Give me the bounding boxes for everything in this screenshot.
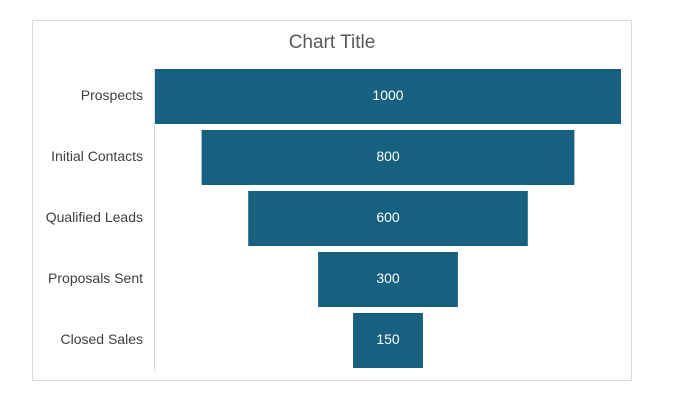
data-label-initial-contacts: 800 (376, 148, 400, 164)
funnel-bar-qualified-leads (248, 191, 528, 246)
funnel-bars (155, 69, 621, 368)
funnel-bar-prospects (155, 69, 621, 124)
data-label-prospects: 1000 (372, 87, 403, 103)
category-label-closed-sales: Closed Sales (61, 331, 144, 347)
data-label-qualified-leads: 600 (376, 209, 400, 225)
funnel-bar-closed-sales (353, 313, 423, 368)
data-labels: 1000 800 600 300 150 (372, 87, 403, 347)
category-label-qualified-leads: Qualified Leads (46, 209, 143, 225)
data-label-closed-sales: 150 (376, 331, 400, 347)
category-label-initial-contacts: Initial Contacts (51, 148, 143, 164)
chart-title: Chart Title (288, 32, 376, 53)
category-label-prospects: Prospects (81, 87, 143, 103)
category-labels: Prospects Initial Contacts Qualified Leads… (46, 87, 143, 347)
funnel-bar-initial-contacts (201, 130, 575, 185)
data-label-proposals-sent: 300 (376, 270, 400, 286)
category-label-proposals-sent: Proposals Sent (48, 270, 143, 286)
funnel-bar-proposals-sent (318, 252, 458, 307)
